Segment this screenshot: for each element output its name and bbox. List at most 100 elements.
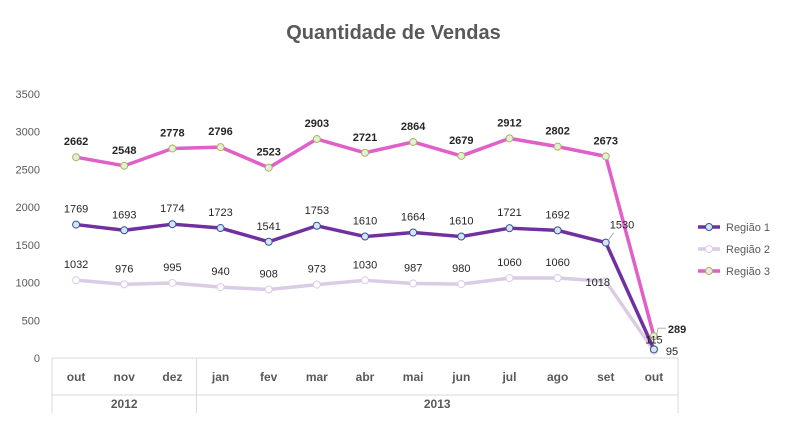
- data-label: 1774: [160, 203, 184, 215]
- x-tick-label: jul: [501, 370, 516, 384]
- data-label: 2523: [256, 147, 280, 159]
- x-tick-label: set: [597, 370, 614, 384]
- data-label: 940: [211, 266, 229, 278]
- y-tick-label: 3000: [16, 127, 40, 139]
- data-point: [409, 228, 418, 237]
- data-point: [120, 161, 129, 170]
- data-point: [312, 221, 321, 230]
- data-label: 2864: [401, 121, 426, 133]
- data-label: 2673: [594, 135, 618, 147]
- chart-axes: 0 500 1000 1500 2000 2500 3000 3500 out nov dez jan…: [16, 89, 679, 413]
- chart-lines: [72, 134, 658, 355]
- data-point: [553, 274, 562, 283]
- data-point: [505, 134, 514, 143]
- data-point: [601, 152, 610, 161]
- data-point: [120, 280, 129, 289]
- data-label: 1541: [256, 221, 280, 233]
- year-group-label: 2013: [424, 397, 451, 411]
- series-line: [75, 222, 656, 351]
- x-tick-label: out: [645, 370, 664, 384]
- data-label: 976: [115, 263, 133, 275]
- data-label: 980: [452, 263, 470, 275]
- data-label: 2679: [449, 135, 473, 147]
- data-point: [72, 220, 81, 229]
- x-tick-label: dez: [162, 370, 182, 384]
- data-label: 1723: [208, 207, 232, 219]
- data-point: [312, 135, 321, 144]
- data-point: [457, 232, 466, 241]
- x-tick-label: nov: [114, 370, 136, 384]
- legend-entry: Região 3: [726, 266, 770, 278]
- data-point: [168, 144, 177, 153]
- data-point: [457, 151, 466, 160]
- data-point: [505, 224, 514, 233]
- data-point: [505, 274, 514, 283]
- data-point: [361, 276, 369, 285]
- data-label: 1060: [497, 257, 521, 269]
- data-point: [553, 226, 562, 235]
- data-point: [216, 143, 225, 152]
- legend-entry: Região 2: [726, 244, 770, 256]
- y-tick-label: 1000: [16, 278, 40, 290]
- label-leader-line: [655, 327, 666, 341]
- series-line: [75, 276, 656, 352]
- y-tick-label: 2000: [16, 202, 40, 214]
- data-point: [361, 232, 369, 241]
- data-point: [264, 237, 273, 246]
- label-leader-line: [607, 232, 615, 241]
- data-point: [264, 163, 273, 172]
- data-point: [264, 285, 273, 294]
- legend-entry: Região 1: [726, 222, 770, 234]
- data-label: 995: [163, 262, 181, 274]
- data-label: 2903: [305, 118, 329, 130]
- data-label: 1018: [586, 277, 610, 289]
- data-label: 115: [645, 334, 663, 346]
- chart-title: Quantidade de Vendas: [286, 22, 501, 44]
- x-tick-label: fev: [260, 370, 278, 384]
- data-point: [216, 283, 225, 292]
- data-point: [312, 280, 321, 289]
- data-label: 1530: [610, 220, 634, 232]
- y-tick-label: 0: [34, 353, 40, 365]
- data-point: [553, 142, 562, 151]
- x-tick-label: jun: [451, 370, 470, 384]
- legend-marker: [705, 223, 713, 231]
- data-label: 2802: [545, 126, 569, 138]
- data-point: [361, 148, 369, 157]
- data-point: [168, 220, 177, 229]
- y-tick-label: 2500: [16, 164, 40, 176]
- year-group-label: 2012: [111, 397, 138, 411]
- data-point: [457, 280, 466, 289]
- y-tick-label: 3500: [16, 89, 40, 101]
- data-label: 2796: [208, 126, 232, 138]
- chart-legend: Região 1 Região 2 Região 3: [698, 222, 770, 278]
- legend-marker: [705, 267, 713, 275]
- data-point: [72, 276, 81, 285]
- data-label: 908: [260, 269, 278, 281]
- legend-marker: [705, 245, 713, 253]
- data-point: [601, 277, 610, 286]
- data-label: 1664: [401, 211, 425, 223]
- data-point: [168, 278, 177, 287]
- data-label: 1060: [545, 257, 569, 269]
- data-point: [649, 345, 658, 354]
- data-point: [120, 226, 129, 235]
- data-label: 1610: [449, 216, 473, 228]
- data-label: 1769: [64, 204, 88, 216]
- x-tick-label: abr: [356, 370, 375, 384]
- x-tick-label: mar: [306, 370, 328, 384]
- data-label: 2721: [353, 132, 377, 144]
- data-point: [216, 224, 225, 233]
- x-tick-label: ago: [547, 370, 568, 384]
- data-label: 1721: [497, 207, 521, 219]
- data-label: 2662: [64, 136, 88, 148]
- y-tick-label: 500: [22, 315, 40, 327]
- data-point: [601, 238, 610, 247]
- data-label: 1610: [353, 216, 377, 228]
- data-label: 2912: [497, 117, 521, 129]
- data-label: 1692: [545, 209, 569, 221]
- data-point: [409, 137, 418, 146]
- data-label: 289: [668, 324, 686, 336]
- x-tick-label: out: [67, 370, 86, 384]
